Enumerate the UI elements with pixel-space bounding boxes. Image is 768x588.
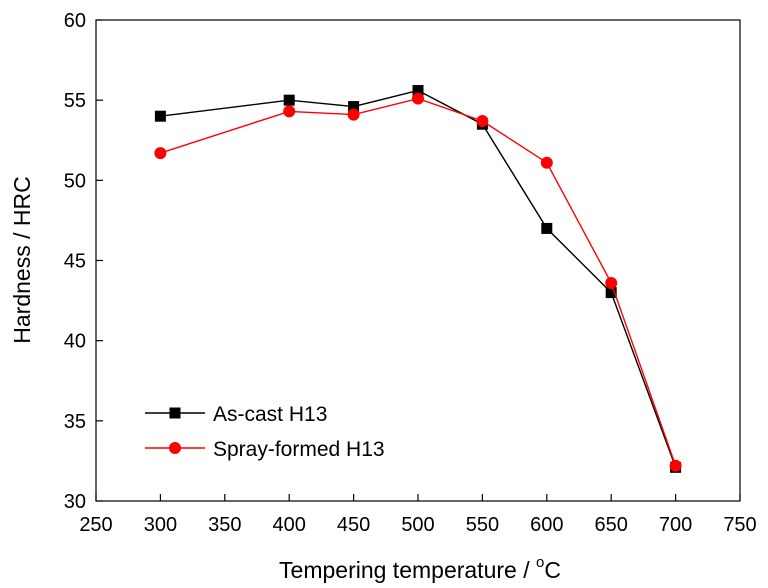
axis-ticks: 250 300 350 400 450 500 550 600 650 700 750 30 35 40 4… (64, 10, 757, 536)
x-tick-label: 700 (659, 514, 692, 536)
x-tick-label: 550 (466, 514, 499, 536)
data-point-spray-formed-h13 (540, 156, 553, 169)
y-tick-label: 30 (64, 491, 86, 513)
data-point-as-cast-h13 (412, 85, 424, 97)
x-tick-label: 650 (595, 514, 628, 536)
data-point-spray-formed-h13 (669, 459, 682, 472)
x-tick-label: 350 (208, 514, 241, 536)
series-line-as-cast-h13 (160, 89, 677, 468)
series-line-spray-formed-h13 (160, 97, 677, 466)
data-point-as-cast-h13 (605, 287, 617, 299)
x-axis-label: Tempering temperature / oC (279, 554, 561, 583)
y-tick-label: 60 (64, 10, 86, 32)
y-tick-label: 35 (64, 411, 86, 433)
data-point-spray-formed-h13 (283, 105, 296, 118)
data-point-spray-formed-h13 (412, 92, 424, 105)
legend-label-as-cast-h13: As-cast H13 (213, 403, 327, 426)
data-point-as-cast-h13 (283, 94, 295, 106)
data-point-spray-formed-h13 (347, 108, 360, 121)
data-point-spray-formed-h13 (476, 115, 489, 128)
y-tick-label: 45 (64, 251, 86, 273)
y-axis-label: Hardness / HRC (9, 176, 35, 343)
y-tick-label: 40 (64, 331, 86, 353)
legend: As-cast H13 Spray-formed H13 (145, 403, 385, 461)
legend-item-as-cast-h13: As-cast H13 (145, 403, 327, 426)
legend-item-spray-formed-h13: Spray-formed H13 (145, 438, 385, 461)
legend-label-spray-formed-h13: Spray-formed H13 (213, 438, 385, 461)
y-tick-label: 50 (64, 170, 86, 192)
y-tick-label: 55 (64, 90, 86, 112)
x-tick-label: 400 (273, 514, 306, 536)
data-point-as-cast-h13 (348, 101, 360, 113)
legend-marker-spray-formed-h13 (169, 442, 181, 454)
x-tick-label: 250 (79, 514, 112, 536)
data-point-as-cast-h13 (541, 222, 553, 234)
series-layer (154, 85, 682, 473)
x-tick-label: 600 (530, 514, 563, 536)
x-axis-label-text: Tempering temperature / (279, 557, 536, 583)
x-tick-label: 750 (723, 514, 756, 536)
data-point-as-cast-h13 (154, 110, 166, 122)
x-tick-label: 500 (401, 514, 434, 536)
x-tick-label: 450 (337, 514, 370, 536)
x-tick-label: 300 (144, 514, 177, 536)
data-point-spray-formed-h13 (154, 147, 167, 160)
series-spray-formed-h13 (154, 92, 682, 472)
x-axis-label-unit: C (544, 557, 561, 583)
x-axis-label-degree: o (536, 554, 544, 571)
legend-marker-as-cast-h13 (169, 407, 181, 419)
data-point-spray-formed-h13 (605, 276, 618, 289)
